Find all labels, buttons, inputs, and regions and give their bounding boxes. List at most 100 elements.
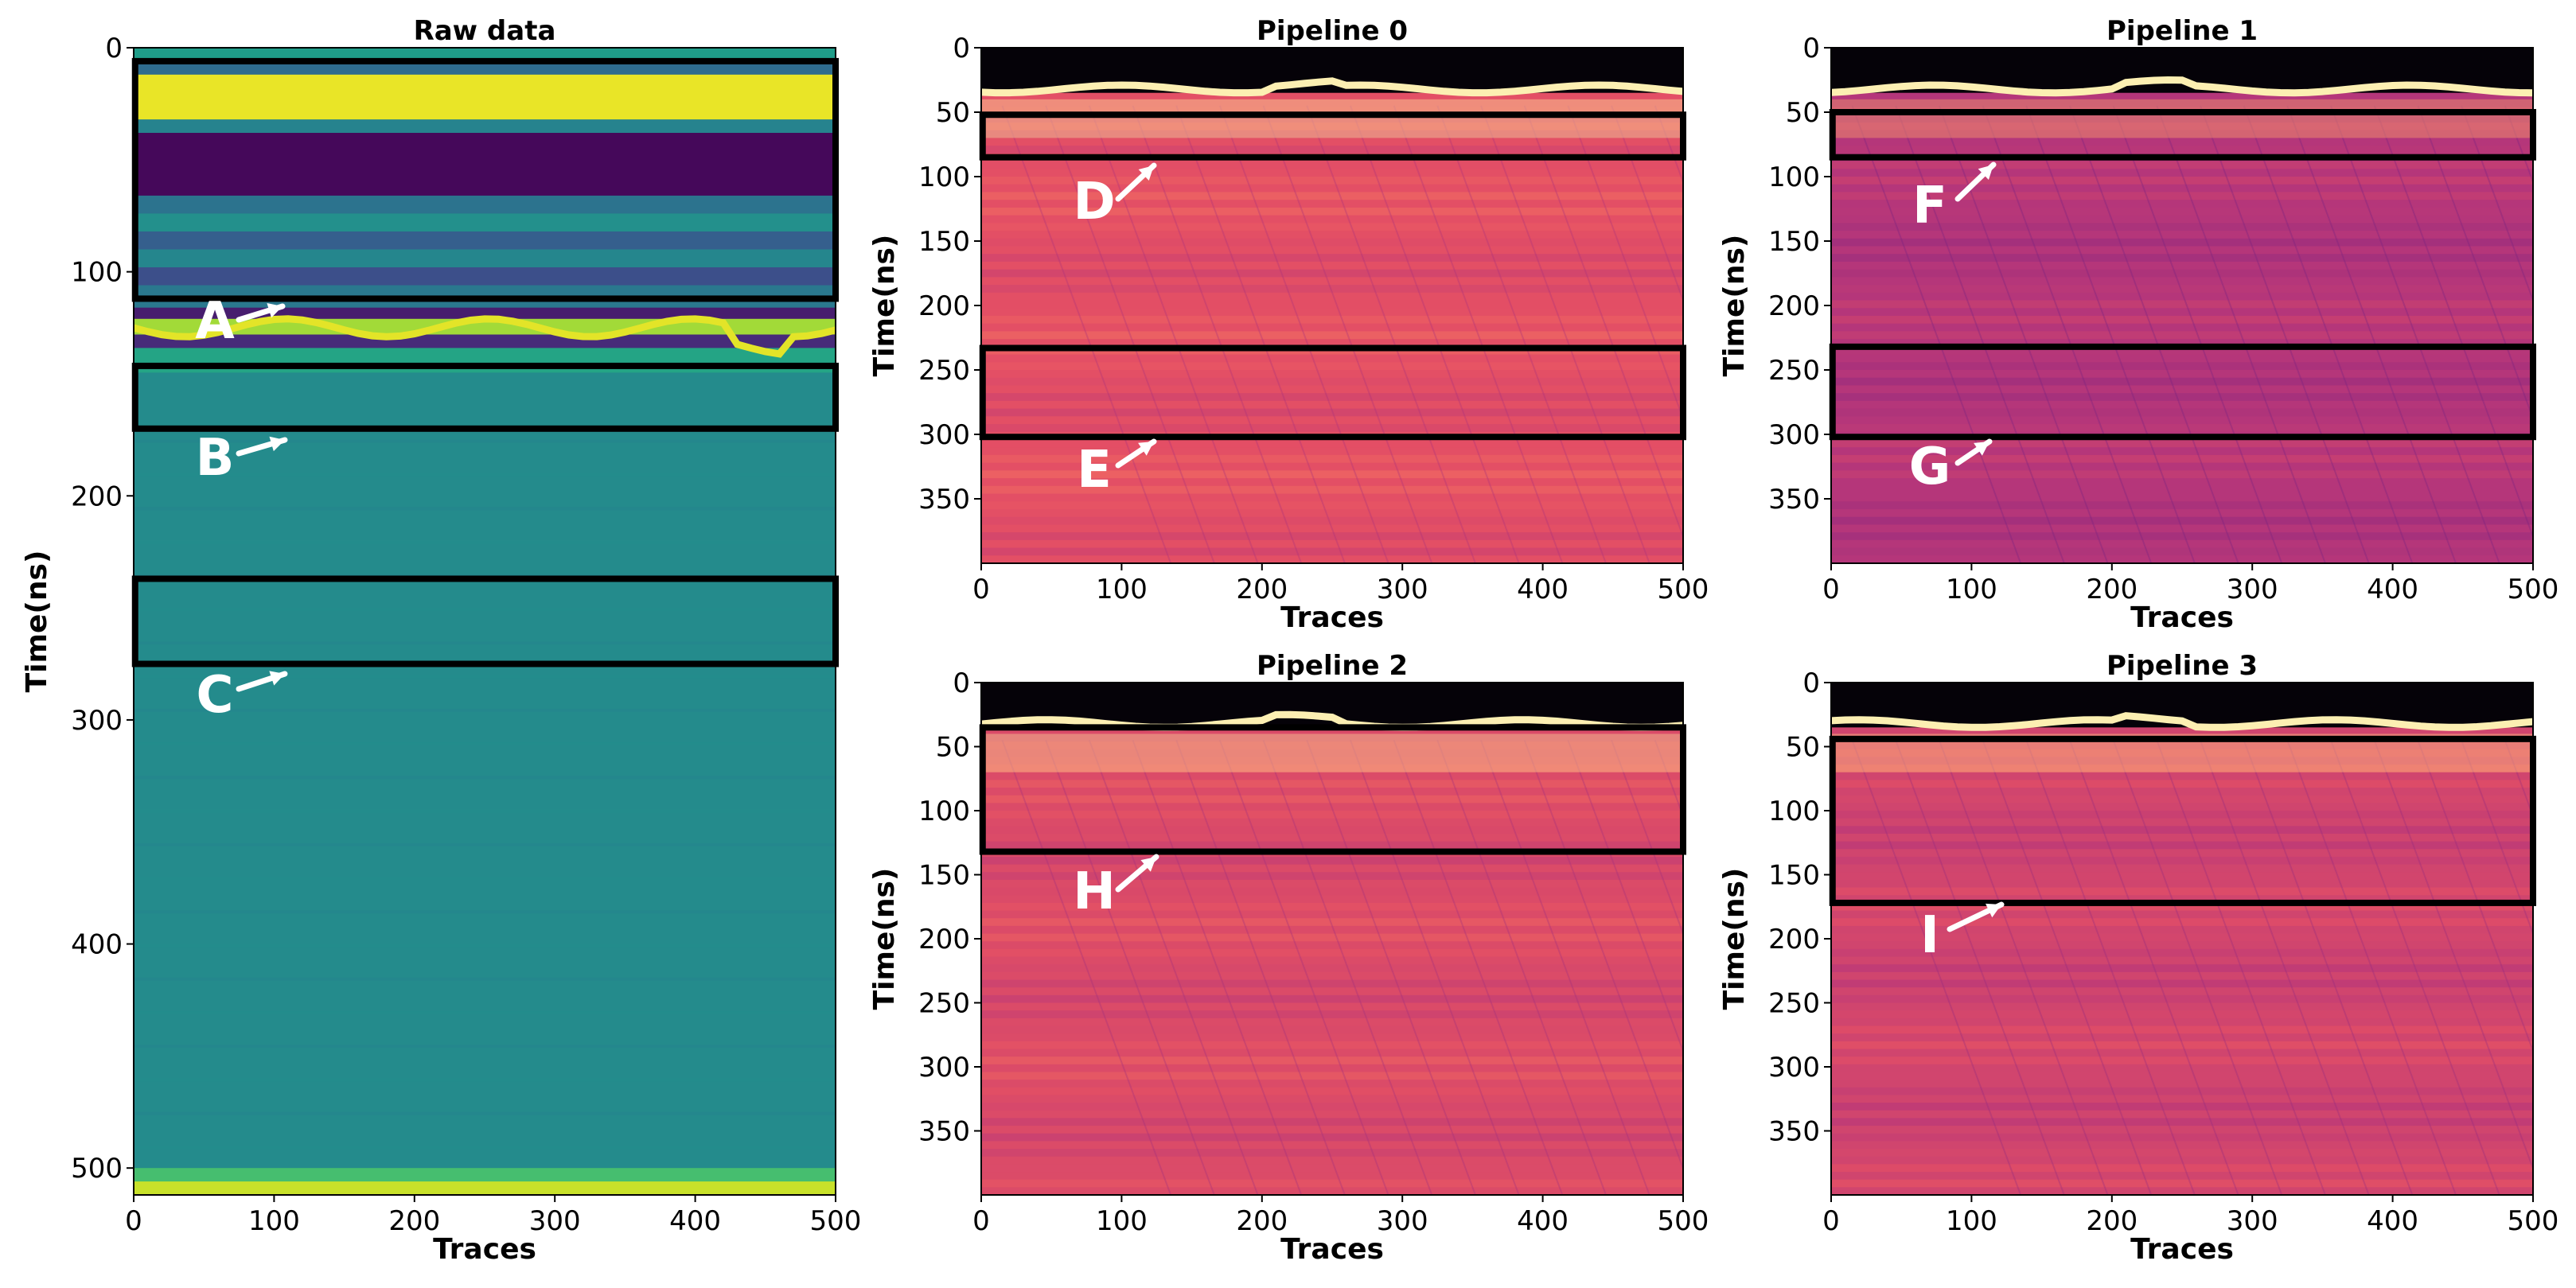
heatmap-texture — [1831, 1103, 2533, 1111]
bright-band — [1831, 99, 2533, 138]
heatmap-texture — [134, 877, 836, 881]
heatmap-texture — [1831, 994, 2533, 1003]
heatmap-texture — [981, 979, 1683, 988]
heatmap-texture — [981, 238, 1683, 247]
diffraction-streak — [1393, 105, 1564, 563]
diffraction-streak — [2199, 105, 2370, 563]
diffraction-streak — [1393, 740, 1564, 1195]
heatmap-texture — [981, 780, 1683, 788]
heatmap-texture — [981, 300, 1683, 309]
heatmap-texture — [981, 872, 1683, 880]
annotation-label: H — [1073, 862, 1116, 921]
heatmap-texture — [981, 887, 1683, 896]
heatmap-texture — [981, 1056, 1683, 1064]
heatmap-texture — [1831, 470, 2533, 479]
reflector-line — [134, 315, 836, 358]
x-tick-label: 100 — [1946, 1205, 1997, 1237]
annotation-label: B — [196, 429, 235, 488]
heatmap-texture — [1831, 254, 2533, 262]
heatmap-texture — [1831, 346, 2533, 355]
chart-title: Pipeline 3 — [2106, 650, 2258, 682]
diffraction-streak — [1306, 740, 1476, 1195]
diffraction-streak — [1567, 740, 1683, 1053]
annotation-box — [979, 724, 1687, 855]
diffraction-streak — [1349, 105, 1520, 563]
diffraction-streak — [1851, 105, 2022, 563]
x-tick-label: 400 — [2367, 1205, 2418, 1237]
heatmap-texture — [981, 902, 1683, 911]
y-tick-label: 300 — [71, 705, 123, 737]
y-tick-label: 50 — [1786, 97, 1820, 129]
diffraction-streak — [1001, 105, 1172, 563]
y-tick-label: 250 — [1768, 988, 1820, 1020]
heatmap-band — [134, 334, 836, 348]
y-tick-label: 0 — [1802, 33, 1820, 64]
arrow-head — [1974, 442, 1989, 456]
diffraction-streak — [2461, 105, 2533, 303]
heatmap-texture — [134, 675, 836, 679]
diffraction-streak — [1262, 105, 1433, 563]
y-tick-label: 100 — [1768, 161, 1820, 193]
heatmap-texture — [981, 856, 1683, 865]
diffraction-streak — [1218, 105, 1389, 563]
annotation-label: D — [1073, 173, 1115, 232]
heatmap-texture — [1831, 192, 2533, 200]
diffraction-streak — [1895, 740, 2065, 1195]
heatmap-texture — [981, 1118, 1683, 1127]
annotation-label: G — [1909, 438, 1951, 496]
heatmap-texture — [981, 177, 1683, 185]
heatmap-texture — [981, 795, 1683, 804]
heatmap-image — [1831, 48, 2533, 563]
heatmap-texture — [1831, 300, 2533, 309]
y-tick-label: 300 — [918, 419, 970, 451]
x-tick-label: 100 — [1946, 574, 1997, 605]
heatmap-texture — [981, 254, 1683, 262]
heatmap-texture — [981, 933, 1683, 942]
diffraction-streak — [2417, 105, 2533, 421]
heatmap-band — [134, 74, 836, 120]
diffraction-streak — [2461, 740, 2533, 936]
heatmap-texture — [1831, 979, 2533, 988]
heatmap-band — [134, 213, 836, 232]
x-tick-label: 300 — [529, 1205, 581, 1237]
y-tick-label: 0 — [1802, 667, 1820, 699]
reflector-line — [1831, 76, 2533, 97]
diffraction-streak — [1567, 105, 1683, 421]
heatmap-texture — [981, 826, 1683, 834]
heatmap-texture — [1831, 1164, 2533, 1173]
heatmap-texture — [981, 841, 1683, 850]
heatmap-texture — [981, 811, 1683, 819]
heatmap-texture — [981, 146, 1683, 154]
heatmap-texture — [1831, 161, 2533, 169]
y-tick-label: 200 — [1768, 924, 1820, 955]
heatmap-texture — [1831, 439, 2533, 448]
y-axis-label: Time(ns) — [868, 868, 901, 1010]
annotation-box — [1829, 735, 2536, 906]
diffraction-streak — [1895, 105, 2065, 563]
heatmap-texture — [134, 507, 836, 511]
diffraction-streak — [1262, 740, 1433, 1195]
y-tick-label: 0 — [105, 33, 123, 64]
heatmap-texture — [981, 1133, 1683, 1142]
y-tick-label: 350 — [918, 484, 970, 516]
heatmap-texture — [1831, 223, 2533, 232]
diffraction-streak — [1523, 740, 1683, 1171]
panel-5: Pipeline 3 0 100 200 300 400 500 0 50 100 150 200 25… — [1718, 650, 2558, 1266]
heatmap-texture — [981, 516, 1683, 525]
heatmap-texture — [134, 1146, 836, 1150]
diffraction-streak — [2286, 105, 2457, 563]
heatmap-texture — [134, 641, 836, 645]
heatmap-texture — [981, 223, 1683, 232]
diffraction-streak — [1349, 740, 1520, 1195]
diffraction-streak — [2156, 105, 2326, 563]
x-axis-label: Traces — [433, 1233, 536, 1266]
heatmap-texture — [1831, 1118, 2533, 1127]
y-axis-label: Time(ns) — [21, 551, 53, 693]
y-tick-label: 200 — [71, 481, 123, 512]
diffraction-streak — [2417, 740, 2533, 1053]
x-tick-label: 400 — [669, 1205, 721, 1237]
heatmap-texture — [1831, 238, 2533, 247]
heatmap-texture — [1831, 177, 2533, 185]
